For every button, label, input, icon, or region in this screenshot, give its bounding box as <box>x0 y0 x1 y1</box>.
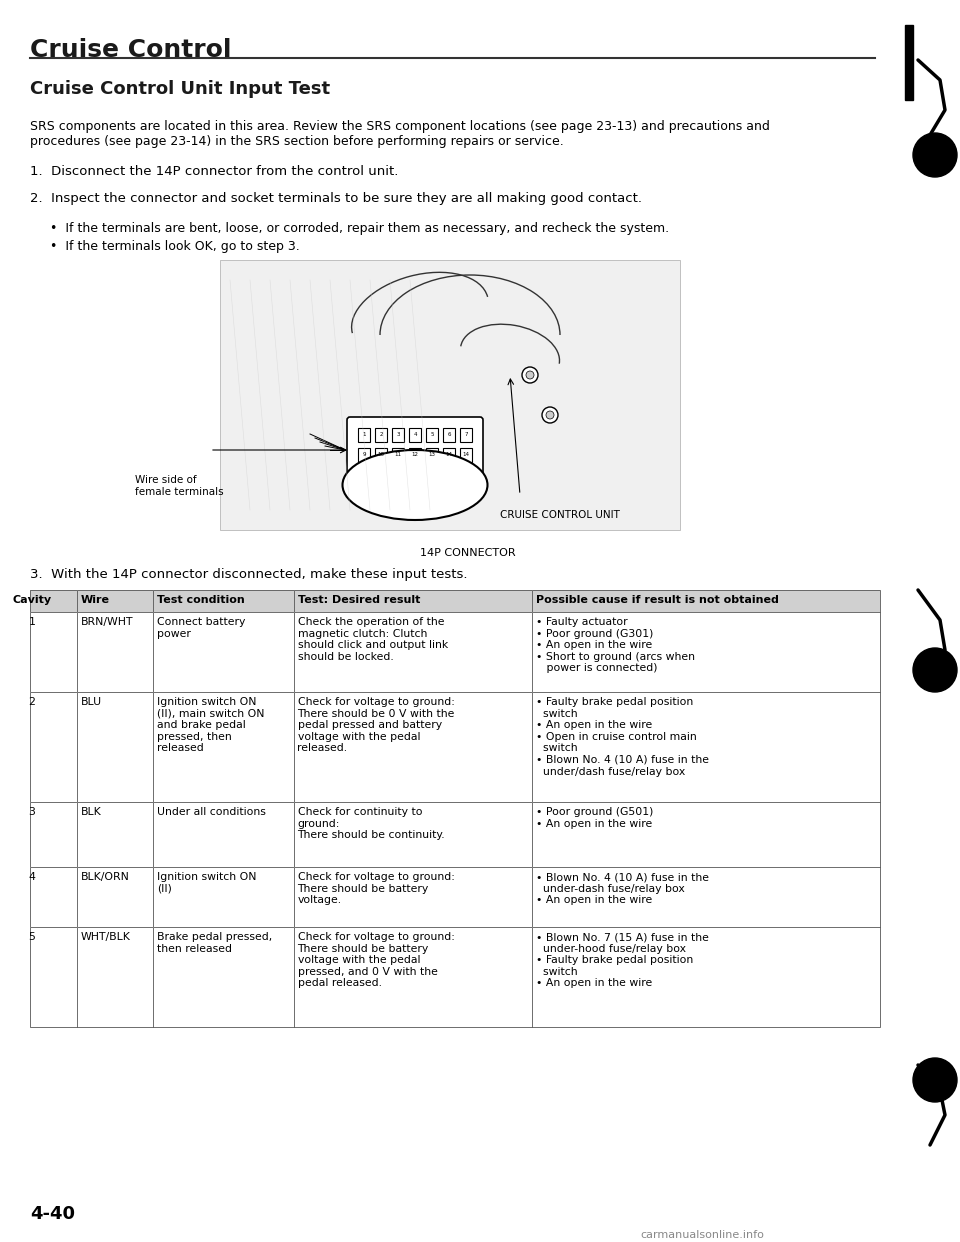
Bar <box>294 692 532 802</box>
Text: BLK: BLK <box>81 807 102 817</box>
Bar <box>358 448 370 462</box>
FancyBboxPatch shape <box>347 417 483 483</box>
Text: WHT/BLK: WHT/BLK <box>81 932 131 941</box>
Bar <box>532 927 880 1027</box>
Text: 4: 4 <box>413 432 417 437</box>
Text: Cavity: Cavity <box>12 595 52 605</box>
Text: Connect battery
power: Connect battery power <box>157 617 246 638</box>
Text: Check for voltage to ground:
There should be battery
voltage.: Check for voltage to ground: There shoul… <box>298 872 454 905</box>
Text: 5: 5 <box>430 432 434 437</box>
Bar <box>154 612 294 692</box>
Circle shape <box>913 1058 957 1102</box>
Bar <box>30 612 77 692</box>
Bar <box>77 590 154 612</box>
Text: CRUISE CONTROL UNIT: CRUISE CONTROL UNIT <box>500 510 620 520</box>
Text: 2: 2 <box>29 697 36 707</box>
Bar <box>77 927 154 1027</box>
Bar <box>460 428 472 442</box>
Text: Cruise Control Unit Input Test: Cruise Control Unit Input Test <box>30 79 330 98</box>
Text: 4: 4 <box>29 872 36 882</box>
Bar <box>294 867 532 927</box>
Bar <box>154 692 294 802</box>
Text: 2.  Inspect the connector and socket terminals to be sure they are all making go: 2. Inspect the connector and socket term… <box>30 193 642 205</box>
Text: 13: 13 <box>428 452 436 457</box>
Text: 1: 1 <box>29 617 36 627</box>
Text: 3.  With the 14P connector disconnected, make these input tests.: 3. With the 14P connector disconnected, … <box>30 568 468 581</box>
Bar <box>30 692 77 802</box>
Bar <box>154 927 294 1027</box>
Bar <box>532 802 880 867</box>
Bar <box>392 428 404 442</box>
Bar <box>30 927 77 1027</box>
Text: Check for voltage to ground:
There should be battery
voltage with the pedal
pres: Check for voltage to ground: There shoul… <box>298 932 454 989</box>
Bar <box>77 802 154 867</box>
Bar <box>358 428 370 442</box>
Ellipse shape <box>542 407 558 424</box>
Text: 9: 9 <box>362 452 366 457</box>
Text: Cruise Control: Cruise Control <box>30 39 231 62</box>
Circle shape <box>913 648 957 692</box>
Bar <box>77 802 154 867</box>
Bar <box>294 802 532 867</box>
Bar <box>426 448 438 462</box>
Bar <box>409 448 421 462</box>
Text: 1: 1 <box>362 432 366 437</box>
Bar <box>154 802 294 867</box>
Text: • Poor ground (G501)
• An open in the wire: • Poor ground (G501) • An open in the wi… <box>536 807 653 828</box>
Bar <box>154 590 294 612</box>
Ellipse shape <box>522 366 538 383</box>
Text: 11: 11 <box>395 452 401 457</box>
Bar <box>30 612 77 692</box>
Text: Test: Desired result: Test: Desired result <box>298 595 420 605</box>
Text: • Blown No. 7 (15 A) fuse in the
  under-hood fuse/relay box
• Faulty brake peda: • Blown No. 7 (15 A) fuse in the under-h… <box>536 932 708 989</box>
Text: 14: 14 <box>445 452 452 457</box>
Text: Ignition switch ON
(II), main switch ON
and brake pedal
pressed, then
released: Ignition switch ON (II), main switch ON … <box>157 697 265 754</box>
Bar <box>409 428 421 442</box>
Text: SRS components are located in this area. Review the SRS component locations (see: SRS components are located in this area.… <box>30 120 770 148</box>
Bar <box>30 802 77 867</box>
Text: Check the operation of the
magnetic clutch: Clutch
should click and output link
: Check the operation of the magnetic clut… <box>298 617 447 662</box>
Text: •  If the terminals look OK, go to step 3.: • If the terminals look OK, go to step 3… <box>50 240 300 253</box>
Bar <box>154 612 294 692</box>
Text: 6: 6 <box>447 432 451 437</box>
Bar <box>532 590 880 612</box>
Bar <box>532 692 880 802</box>
Text: Check for continuity to
ground:
There should be continuity.: Check for continuity to ground: There sh… <box>298 807 445 840</box>
Text: Check for voltage to ground:
There should be 0 V with the
pedal pressed and batt: Check for voltage to ground: There shoul… <box>298 697 455 754</box>
Text: 14P CONNECTOR: 14P CONNECTOR <box>420 548 516 558</box>
Bar <box>532 802 880 867</box>
Bar <box>77 692 154 802</box>
Bar <box>532 692 880 802</box>
Bar <box>532 612 880 692</box>
Bar <box>77 927 154 1027</box>
Text: Ignition switch ON
(II): Ignition switch ON (II) <box>157 872 256 893</box>
Bar <box>532 590 880 612</box>
Bar <box>30 590 77 612</box>
Ellipse shape <box>343 450 488 520</box>
Bar <box>905 25 913 101</box>
Bar <box>77 867 154 927</box>
Bar <box>294 590 532 612</box>
Text: Wire: Wire <box>81 595 109 605</box>
Bar <box>443 448 455 462</box>
Ellipse shape <box>526 371 534 379</box>
Text: 3: 3 <box>29 807 36 817</box>
Bar <box>294 590 532 612</box>
Bar <box>532 927 880 1027</box>
Circle shape <box>913 133 957 178</box>
Text: carmanualsonline.info: carmanualsonline.info <box>640 1230 764 1240</box>
Bar <box>532 612 880 692</box>
Text: BLK/ORN: BLK/ORN <box>81 872 130 882</box>
Bar <box>30 867 77 927</box>
Ellipse shape <box>546 411 554 419</box>
Bar <box>77 612 154 692</box>
Bar <box>30 802 77 867</box>
Bar <box>154 692 294 802</box>
Text: 4-40: 4-40 <box>30 1205 75 1223</box>
Bar <box>460 448 472 462</box>
Text: •  If the terminals are bent, loose, or corroded, repair them as necessary, and : • If the terminals are bent, loose, or c… <box>50 222 669 235</box>
Text: 10: 10 <box>377 452 385 457</box>
Bar <box>294 927 532 1027</box>
Text: Brake pedal pressed,
then released: Brake pedal pressed, then released <box>157 932 273 954</box>
Bar <box>294 612 532 692</box>
